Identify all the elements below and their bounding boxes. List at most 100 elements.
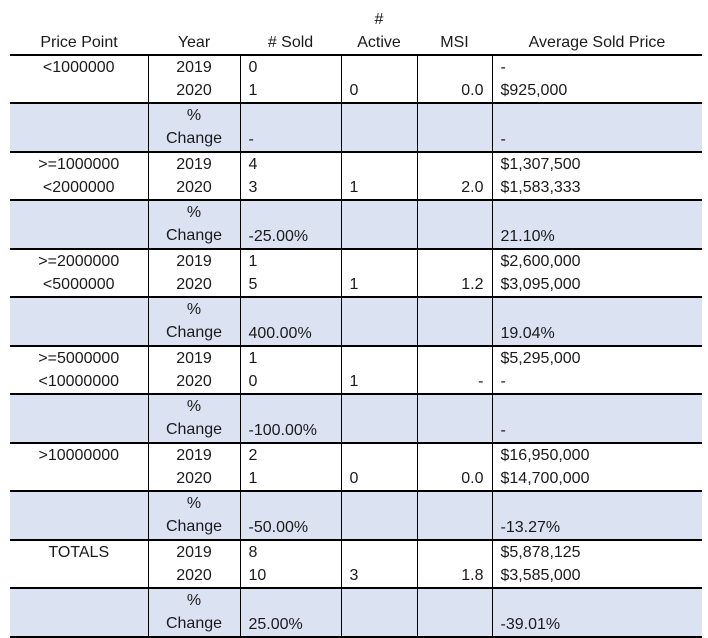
avg-change-cell: - — [491, 394, 702, 443]
avg-change-cell: 19.04% — [491, 297, 702, 346]
header-sold: # Sold — [267, 34, 314, 51]
average-price-cell: $5,878,125 $3,585,000 — [491, 540, 702, 588]
avg-price-2020: - — [500, 373, 506, 390]
msi-cell: 1.2 — [416, 249, 492, 297]
empty-cell — [340, 491, 417, 540]
year-cell: 2019 2020 — [147, 443, 240, 491]
msi-cell: - — [416, 346, 492, 394]
avg-price-2019: $16,950,000 — [500, 447, 590, 464]
sold-2019: 4 — [248, 156, 258, 173]
percent-symbol: % — [186, 107, 202, 124]
table-body: <1000000 2019 2020 0 1 0 0.0- $925,000% Change - -… — [10, 55, 702, 637]
sold-change-value: -25.00% — [248, 228, 309, 245]
percent-symbol: % — [186, 301, 202, 318]
header-year: Year — [177, 34, 211, 51]
active-value: 1 — [349, 179, 359, 196]
year-2020: 2020 — [176, 276, 212, 293]
sold-2020: 3 — [248, 179, 258, 196]
empty-cell — [10, 200, 148, 249]
header-row: Price Point Year # Sold # Active MSI Ave… — [10, 8, 702, 55]
header-price-point: Price Point — [40, 34, 118, 51]
percent-change-row: % Change -50.00% -13.27% — [10, 491, 702, 540]
sold-change-value: -100.00% — [248, 422, 318, 439]
change-label-cell: % Change — [147, 394, 240, 443]
active-value: 1 — [349, 276, 359, 293]
active-value: 0 — [349, 82, 359, 99]
msi-cell: 0.0 — [416, 55, 492, 103]
sold-change-cell: -50.00% — [239, 491, 341, 540]
sold-2019: 1 — [248, 350, 258, 367]
header-active-symbol: # — [374, 11, 384, 28]
empty-cell — [10, 297, 148, 346]
avg-price-change-value: -39.01% — [500, 616, 561, 633]
change-label: Change — [165, 324, 223, 341]
sold-change-value: -50.00% — [248, 519, 309, 536]
empty-cell — [10, 588, 148, 637]
sold-2020: 1 — [248, 82, 258, 99]
price-point-lower: >=5000000 — [38, 350, 120, 367]
price-point-upper: <10000000 — [38, 373, 120, 390]
empty-cell — [416, 297, 492, 346]
sold-change-cell: 25.00% — [239, 588, 341, 637]
year-2019: 2019 — [176, 156, 212, 173]
empty-cell — [416, 394, 492, 443]
sold-change-cell: - — [239, 103, 341, 152]
empty-cell — [416, 103, 492, 152]
msi-cell: 0.0 — [416, 443, 492, 491]
header-active: # Active — [341, 8, 417, 55]
percent-change-row: % Change -100.00% - — [10, 394, 702, 443]
avg-price-2020: $925,000 — [500, 82, 568, 99]
msi-value: 0.0 — [461, 470, 484, 487]
sold-2019: 1 — [248, 253, 258, 270]
year-cell: 2019 2020 — [147, 152, 240, 200]
avg-price-change-value: - — [500, 131, 506, 148]
percent-change-row: % Change 25.00% -39.01% — [10, 588, 702, 637]
avg-price-2020: $1,583,333 — [500, 179, 581, 196]
average-price-cell: $1,307,500 $1,583,333 — [491, 152, 702, 200]
price-point-cell: >=5000000 <10000000 — [10, 346, 148, 394]
empty-cell — [340, 200, 417, 249]
change-label-cell: % Change — [147, 103, 240, 152]
average-price-cell: - $925,000 — [491, 55, 702, 103]
avg-price-2020: $14,700,000 — [500, 470, 590, 487]
percent-change-row: % Change -25.00% 21.10% — [10, 200, 702, 249]
sold-2020: 5 — [248, 276, 258, 293]
price-point-cell: <1000000 — [10, 55, 148, 103]
table-row: >10000000 2019 2020 2 1 0 0.0 $16,950,000 $14,70… — [10, 443, 702, 491]
year-2019: 2019 — [176, 59, 212, 76]
avg-price-change-value: - — [500, 422, 506, 439]
price-point-upper — [10, 564, 148, 587]
change-label: Change — [165, 615, 223, 632]
change-label-cell: % Change — [147, 588, 240, 637]
year-2020: 2020 — [176, 470, 212, 487]
sold-2019: 0 — [248, 59, 258, 76]
change-label-cell: % Change — [147, 200, 240, 249]
year-cell: 2019 2020 — [147, 346, 240, 394]
year-2019: 2019 — [176, 447, 212, 464]
empty-cell — [340, 394, 417, 443]
price-point-lower: <1000000 — [42, 59, 115, 76]
sold-cell: 8 10 — [239, 540, 341, 588]
msi-cell: 2.0 — [416, 152, 492, 200]
msi-value: - — [478, 373, 484, 390]
sold-change-value: 400.00% — [248, 325, 312, 342]
header-active-label: Active — [357, 34, 401, 51]
sold-2020: 10 — [248, 567, 267, 584]
price-point-lower: >=1000000 — [38, 156, 120, 173]
active-value: 3 — [349, 567, 359, 584]
active-cell: 3 — [340, 540, 417, 588]
sold-change-cell: 400.00% — [239, 297, 341, 346]
empty-cell — [416, 491, 492, 540]
avg-price-2019: $2,600,000 — [500, 253, 581, 270]
avg-price-change-value: -13.27% — [500, 519, 561, 536]
change-label-cell: % Change — [147, 297, 240, 346]
avg-change-cell: -13.27% — [491, 491, 702, 540]
percent-symbol: % — [186, 495, 202, 512]
sold-change-value: - — [248, 131, 254, 148]
empty-cell — [10, 103, 148, 152]
avg-price-2019: $1,307,500 — [500, 156, 581, 173]
change-label: Change — [165, 421, 223, 438]
change-label-cell: % Change — [147, 491, 240, 540]
